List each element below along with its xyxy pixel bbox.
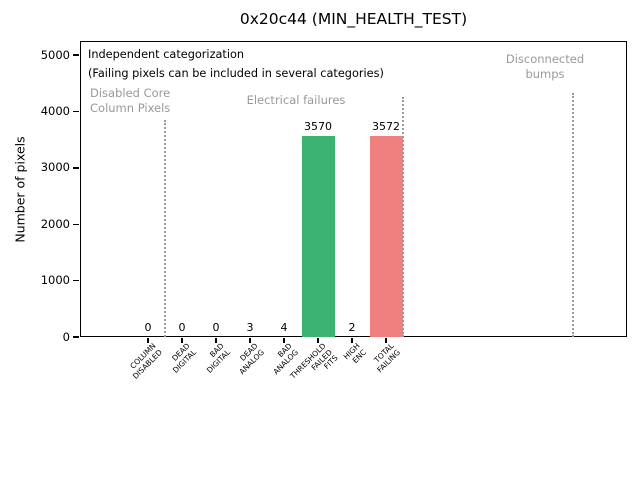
bar-value-label: 3 [246,320,254,334]
chart-title: 0x20c44 (MIN_HEALTH_TEST) [239,10,468,28]
y-tick-mark [73,54,79,56]
bar-value-label: 0 [178,321,186,334]
annotation-block: Independent categorization (Failing pixe… [88,46,384,83]
bar-value-label: 2 [348,320,356,334]
x-tick-mark [351,338,353,343]
x-tick-mark [181,338,183,343]
y-axis-label: Number of pixels [12,136,28,243]
x-tick-mark [385,338,387,343]
x-tick-mark [215,338,217,343]
bar-value-label: 3572 [372,119,400,133]
region-separator-line [164,120,166,337]
region-label-electrical-failures: Electrical failures [246,93,346,107]
annotation-failing-note: (Failing pixels can be included in sever… [88,66,384,80]
x-tick-mark [147,338,149,343]
x-tick-mark [249,338,251,343]
y-tick-mark [73,336,79,338]
y-tick-mark [73,223,79,225]
region-label-disabled-core-column-pixels: Disabled Core Column Pixels [90,86,171,115]
region-label-disconnected-bumps: Disconnected bumps [505,52,585,81]
region-separator-line [572,93,574,337]
y-tick-mark [73,167,79,169]
bar-value-label: 3570 [304,119,332,133]
bar-value-label: 0 [212,321,220,334]
y-tick-label: 0 [62,329,70,344]
y-tick-label: 1000 [40,273,70,288]
y-tick-label: 5000 [40,47,70,62]
y-tick-label: 3000 [40,160,70,175]
y-tick-label: 4000 [40,104,70,118]
region-separator-line [402,97,404,337]
y-tick-label: 2000 [40,216,70,231]
y-tick-mark [73,110,79,113]
bar-value-label: 4 [280,320,288,334]
bar [369,135,403,337]
annotation-independent-categorization: Independent categorization [88,48,245,61]
bar-value-label: 0 [144,321,152,334]
plot-area [80,41,627,337]
bar [301,135,335,337]
x-tick-mark [283,338,285,343]
x-tick-mark [317,338,319,343]
y-tick-mark [73,279,79,282]
